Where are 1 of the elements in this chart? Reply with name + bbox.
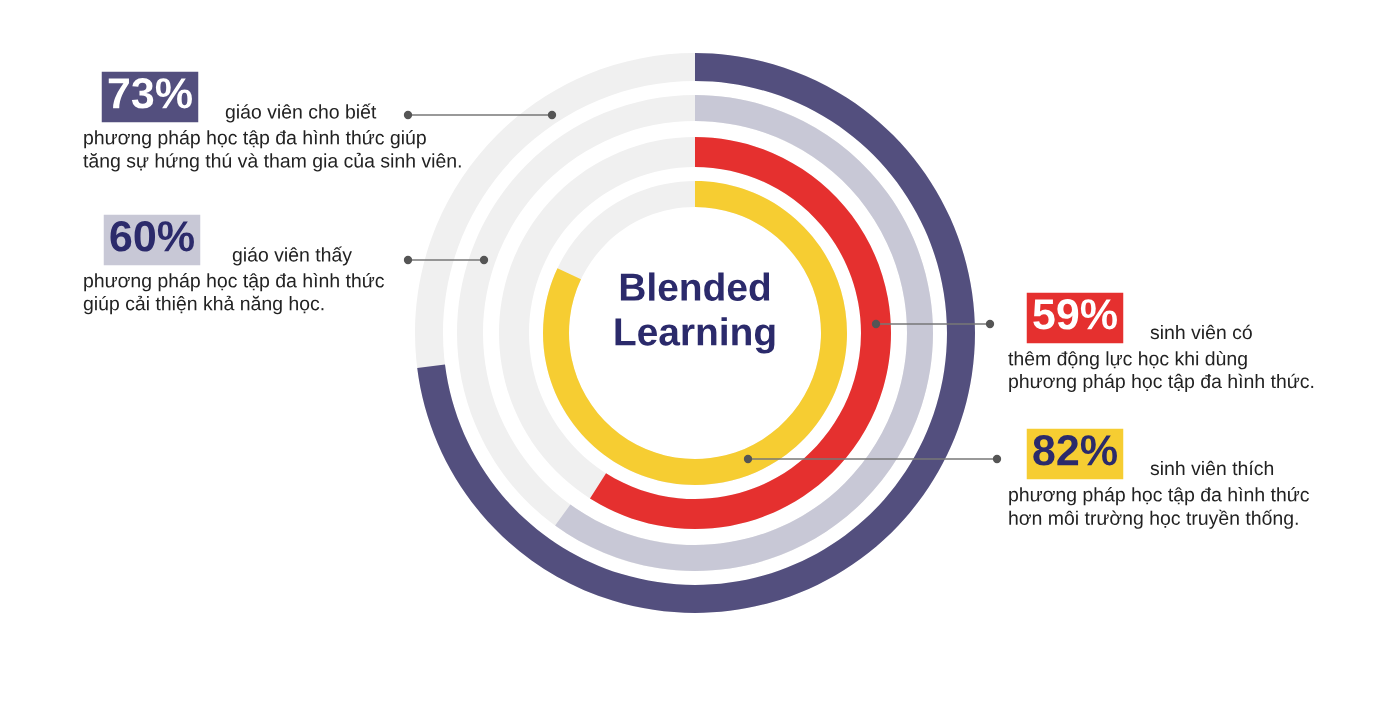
text: Blended Learning bbox=[615, 272, 775, 354]
